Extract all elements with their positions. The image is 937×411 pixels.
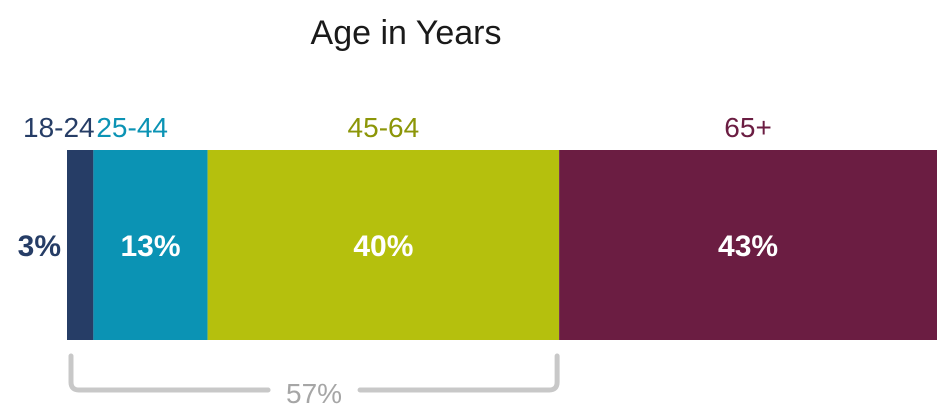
category-label-25-44: 25-44 — [96, 112, 168, 143]
value-label-18-24: 3% — [18, 230, 61, 263]
chart-title: Age in Years — [311, 14, 502, 52]
category-label-65: 65+ — [724, 112, 772, 143]
bar-segment-18-24 — [67, 150, 94, 340]
value-label-45-64: 40% — [353, 230, 413, 263]
bar-segment-45-64 — [207, 150, 560, 340]
category-label-45-64: 45-64 — [348, 112, 420, 143]
bracket-left-arm — [68, 353, 271, 393]
bar-segments — [67, 150, 937, 340]
value-label-65: 43% — [718, 230, 778, 263]
value-label-25-44: 13% — [120, 230, 180, 263]
bracket-group: 57% — [68, 353, 560, 409]
category-label-18-24: 18-24 — [23, 112, 95, 143]
bar-segment-65 — [559, 150, 937, 340]
bracket-right-arm — [357, 353, 560, 393]
bracket-label: 57% — [286, 378, 342, 409]
value-labels: 3% 13% 40% 43% — [18, 230, 778, 263]
bar-segment-25-44 — [93, 150, 208, 340]
category-labels: 18-24 25-44 45-64 65+ — [23, 112, 772, 143]
